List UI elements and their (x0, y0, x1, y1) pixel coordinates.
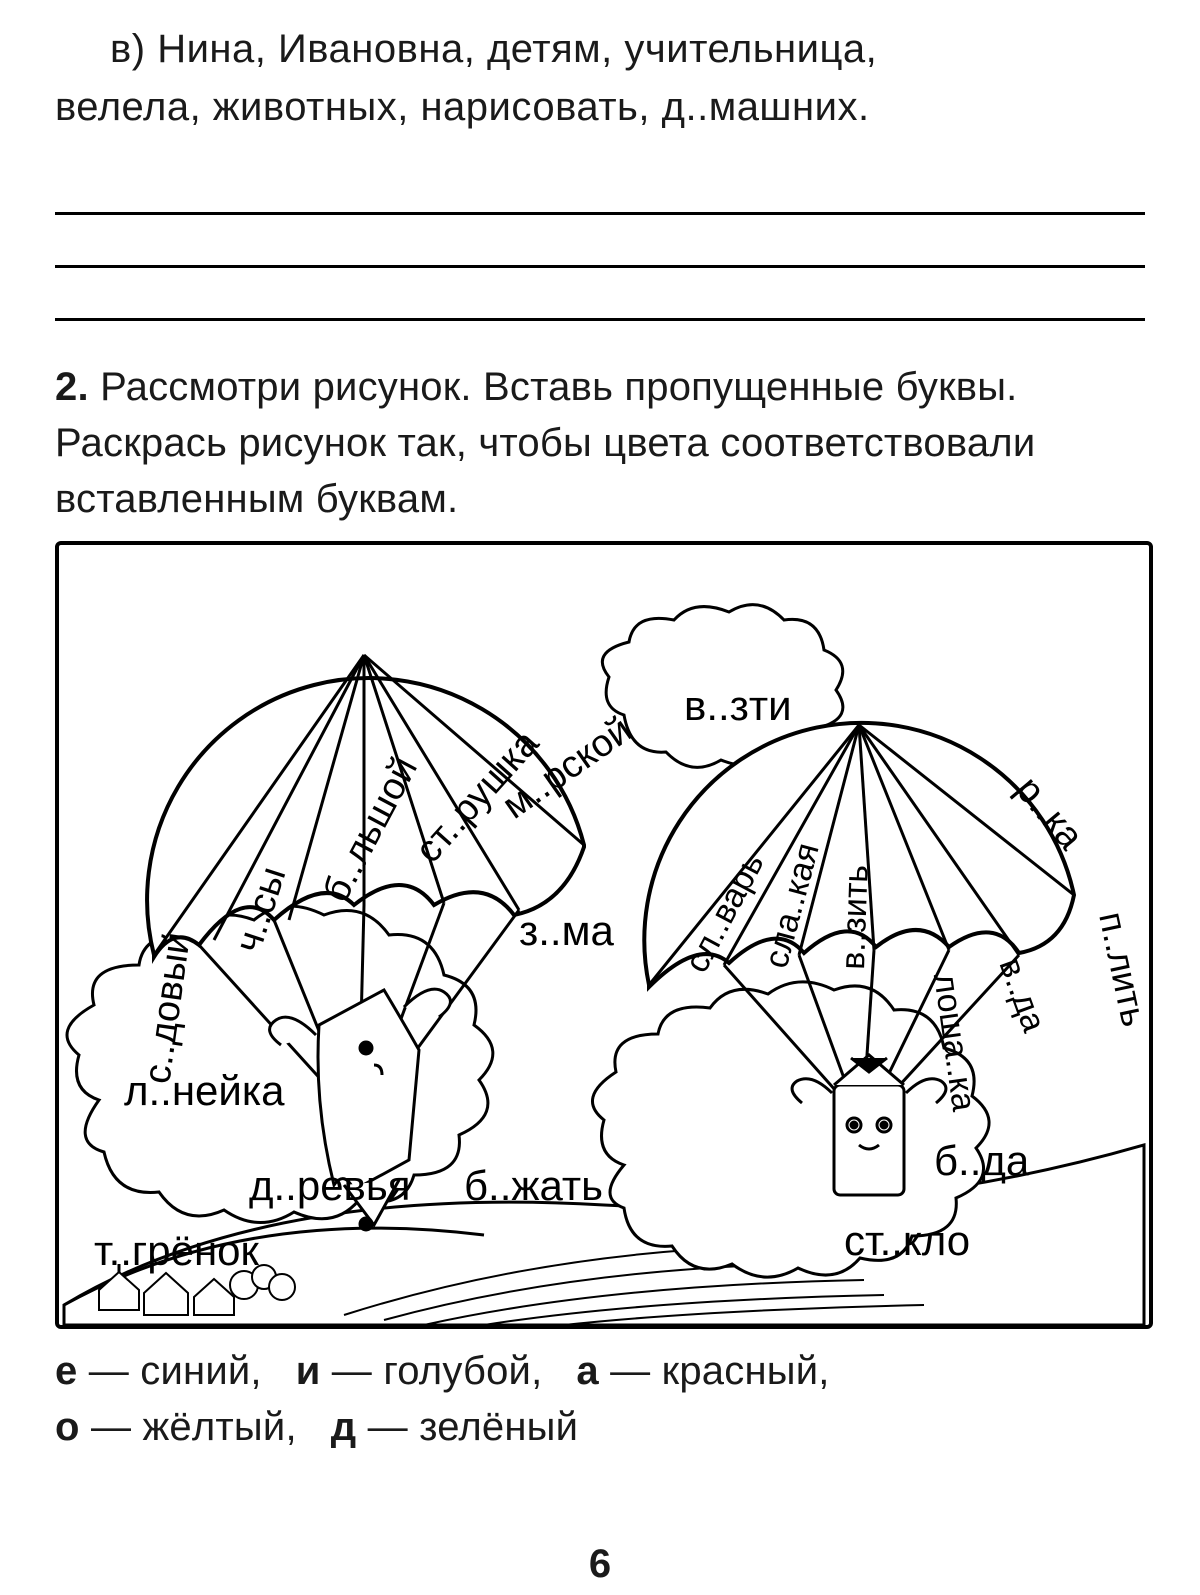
figure-word-steklo: ст..кло (844, 1217, 970, 1264)
figure-word-beda: б..да (934, 1137, 1030, 1184)
legend-color: зелёный (419, 1405, 578, 1449)
figure-svg: с..довыйч..сыб..льшойст..рушкам..рскойв.… (59, 545, 1149, 1325)
legend-color: жёлтый (142, 1405, 285, 1449)
figure-word-derevya: д..ревья (249, 1162, 411, 1209)
figure-word-vozit: в..зить (834, 864, 876, 970)
ex1-line1: Нина, Ивановна, детям, учительница, (157, 27, 877, 71)
figure-word-pilit: п..лить (1091, 908, 1149, 1030)
exercise1-text: в) Нина, Ивановна, детям, учительница, в… (55, 20, 1145, 136)
writing-line[interactable] (55, 268, 1145, 321)
coloring-figure[interactable]: с..довыйч..сыб..льшойст..рушкам..рскойв.… (55, 541, 1153, 1329)
exercise2-instruction: 2. Рассмотри рисунок. Вставь пропущенные… (55, 359, 1145, 527)
color-legend: е — синий, и — голубой, а — красный, о —… (55, 1343, 1145, 1455)
ex2-number: 2. (55, 365, 89, 409)
figure-word-tigrenok: т..грёнок (94, 1227, 260, 1274)
legend-color: красный (662, 1349, 819, 1393)
legend-letter: е (55, 1349, 77, 1393)
writing-line[interactable] (55, 215, 1145, 268)
figure-word-lineyka: л..нейка (124, 1067, 285, 1114)
legend-letter: а (576, 1349, 598, 1393)
figure-word-voda: в..да (991, 953, 1053, 1037)
writing-line[interactable] (55, 162, 1145, 215)
figure-word-vezti: в..зти (684, 682, 792, 729)
page-number: 6 (0, 1542, 1200, 1587)
ex1-prefix: в) (110, 27, 146, 71)
legend-color: голубой (383, 1349, 531, 1393)
figure-word-zima: з..ма (519, 907, 614, 954)
figure-word-bezhat: б..жать (464, 1162, 603, 1209)
ex1-line2: велела, животных, нарисовать, д..машних. (55, 85, 870, 129)
ex2-text: Рассмотри рисунок. Вставь пропущенные бу… (55, 365, 1035, 521)
writing-lines[interactable] (55, 162, 1145, 321)
legend-letter: д (331, 1405, 357, 1449)
legend-color: синий (140, 1349, 250, 1393)
legend-letter: и (296, 1349, 321, 1393)
legend-letter: о (55, 1405, 80, 1449)
